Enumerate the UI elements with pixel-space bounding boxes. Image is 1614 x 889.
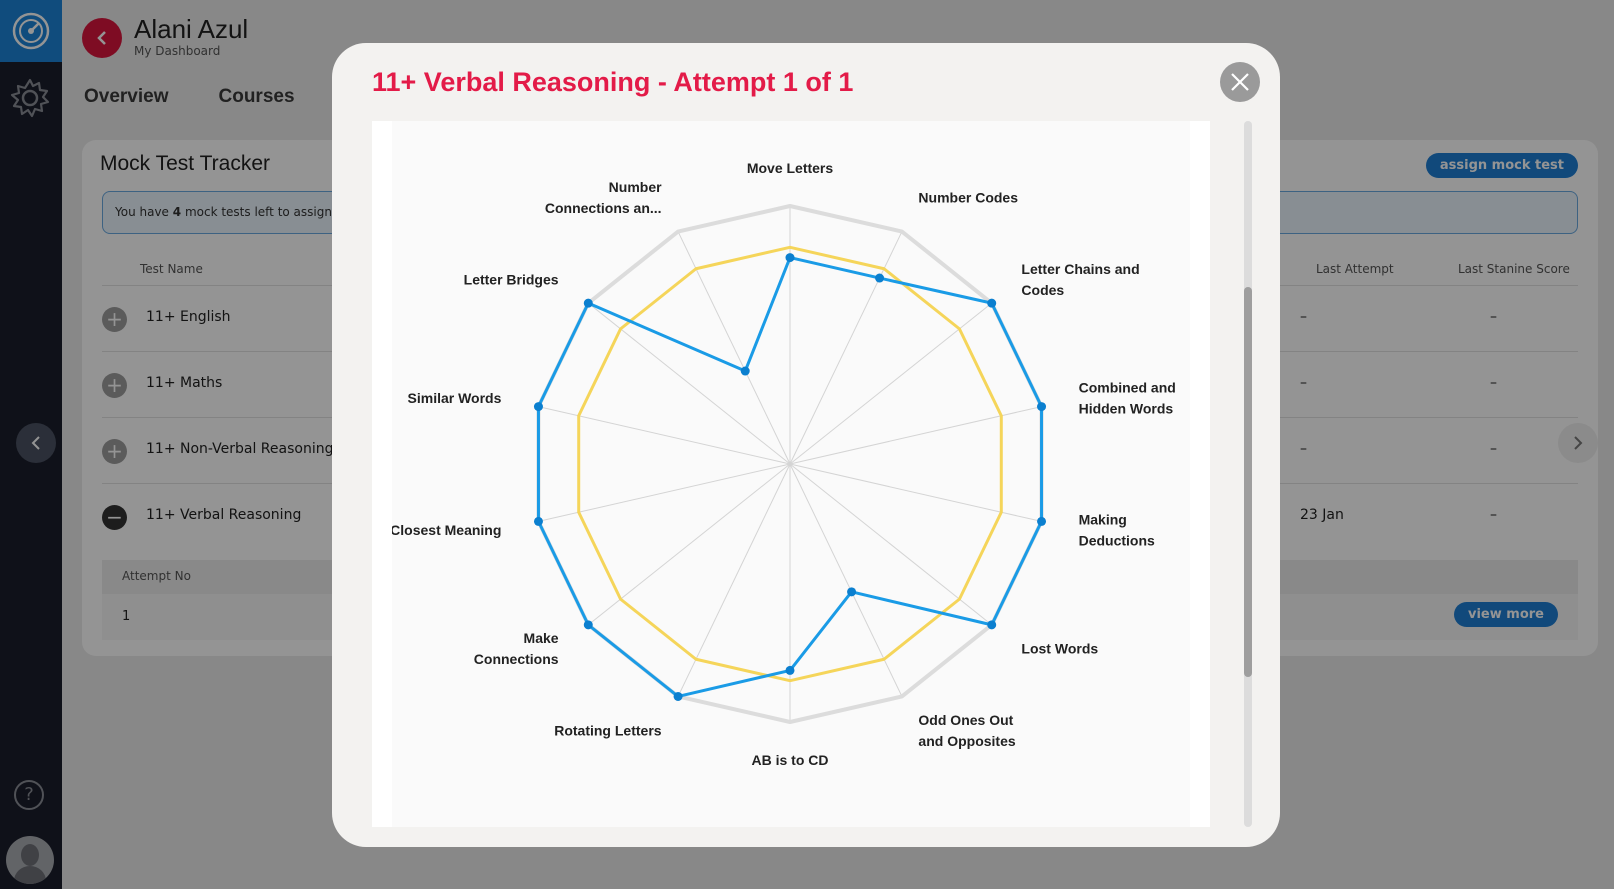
- last-attempt: –: [1300, 309, 1307, 325]
- scrollbar[interactable]: [1244, 121, 1252, 827]
- last-attempt: –: [1300, 375, 1307, 391]
- last-attempt: –: [1300, 441, 1307, 457]
- radar-category-label: Combined and: [1079, 380, 1176, 396]
- last-score: –: [1490, 441, 1497, 457]
- tab-courses[interactable]: Courses: [218, 86, 295, 107]
- tab-overview[interactable]: Overview: [84, 86, 169, 107]
- column-test-name: Test Name: [140, 262, 203, 276]
- test-name: 11+ Non-Verbal Reasoning: [146, 441, 334, 457]
- page-subtitle: My Dashboard: [134, 44, 221, 58]
- radar-category-label: Lost Words: [1021, 641, 1098, 657]
- radar-category-label: Connections an...: [545, 200, 662, 216]
- modal-title: 11+ Verbal Reasoning - Attempt 1 of 1: [372, 67, 854, 97]
- nav-next-button[interactable]: [1558, 423, 1598, 463]
- chevron-left-icon: [31, 436, 40, 450]
- test-name: 11+ Maths: [146, 375, 223, 391]
- chevron-right-icon: [1574, 436, 1583, 450]
- radar-spoke: [789, 463, 993, 626]
- test-name: 11+ English: [146, 309, 231, 325]
- last-score: –: [1490, 507, 1497, 523]
- radar-spoke: [789, 463, 903, 697]
- back-button[interactable]: [82, 18, 122, 58]
- help-icon[interactable]: ?: [14, 780, 44, 810]
- radar-category-label: Letter Bridges: [464, 271, 559, 287]
- radar-spoke: [789, 302, 993, 465]
- average-series-line: [577, 245, 1003, 683]
- attempt-data-point[interactable]: [533, 516, 543, 526]
- radar-spoke: [538, 463, 791, 522]
- collapse-icon[interactable]: −: [102, 505, 127, 530]
- radar-category-label: Codes: [1021, 282, 1064, 298]
- attempt-data-point[interactable]: [785, 665, 795, 675]
- radar-category-label: Similar Words: [408, 390, 502, 406]
- radar-category-label: Deductions: [1079, 532, 1155, 548]
- radar-spoke: [789, 463, 1042, 522]
- last-score: –: [1490, 309, 1497, 325]
- attempt-data-point[interactable]: [583, 298, 593, 308]
- chart-container: Move Letters Number Codes Letter Chains an…: [372, 121, 1210, 827]
- expand-icon[interactable]: +: [102, 307, 127, 332]
- radar-category-label: AB is to CD: [752, 752, 829, 768]
- column-last-attempt: Last Attempt: [1316, 262, 1394, 276]
- attempt-data-point[interactable]: [847, 587, 857, 597]
- user-name: Alani Azul: [134, 14, 249, 44]
- attempt-data-point[interactable]: [987, 298, 997, 308]
- attempt-data-point[interactable]: [673, 691, 683, 701]
- dashboard-icon[interactable]: [0, 0, 62, 62]
- radar-category-label: Make: [524, 630, 559, 646]
- attempt-data-point[interactable]: [1037, 516, 1047, 526]
- chevron-left-icon: [97, 31, 106, 45]
- column-last-stanine: Last Stanine Score: [1458, 262, 1570, 276]
- radar-category-label: and Opposites: [918, 733, 1015, 749]
- attempt-data-point[interactable]: [875, 273, 885, 283]
- radar-category-label: Closest Meaning: [392, 522, 501, 538]
- radar-category-label: Move Letters: [747, 160, 834, 176]
- gear-icon[interactable]: [8, 76, 52, 120]
- nav-prev-button[interactable]: [16, 423, 56, 463]
- avatar[interactable]: [6, 836, 54, 884]
- radar-category-label: Rotating Letters: [554, 723, 662, 739]
- radar-category-label: Making: [1079, 511, 1127, 527]
- radar-category-label: Odd Ones Out: [918, 712, 1013, 728]
- attempt-data-point[interactable]: [740, 366, 750, 376]
- attempt-data-point[interactable]: [785, 253, 795, 263]
- radar-category-label: Number Codes: [918, 189, 1018, 205]
- panel-title: Mock Test Tracker: [100, 152, 270, 175]
- radar-category-label: Letter Chains and: [1021, 261, 1139, 277]
- radar-category-label: Hidden Words: [1079, 401, 1174, 417]
- assign-mock-test-button[interactable]: assign mock test: [1425, 153, 1578, 178]
- radar-spoke: [677, 231, 791, 465]
- radar-spoke: [789, 231, 903, 465]
- close-button[interactable]: [1220, 62, 1260, 102]
- view-more-button[interactable]: view more: [1454, 602, 1558, 627]
- attempt-no: 1: [122, 609, 131, 624]
- attempt-data-point[interactable]: [987, 620, 997, 630]
- radar-spoke: [677, 463, 791, 697]
- radar-spoke: [587, 463, 791, 626]
- attempt-data-point[interactable]: [533, 402, 543, 412]
- scrollbar-thumb[interactable]: [1244, 287, 1252, 677]
- expand-icon[interactable]: +: [102, 439, 127, 464]
- attempt-data-point[interactable]: [583, 620, 593, 630]
- tab-bar: Overview Courses: [84, 86, 295, 108]
- close-icon: [1231, 73, 1249, 91]
- test-name: 11+ Verbal Reasoning: [146, 507, 302, 523]
- radar-spoke: [789, 406, 1042, 465]
- expand-icon[interactable]: +: [102, 373, 127, 398]
- radar-category-label: Connections: [474, 651, 559, 667]
- radar-spoke: [538, 406, 791, 465]
- last-score: –: [1490, 375, 1497, 391]
- radar-spoke: [587, 302, 791, 465]
- last-attempt: 23 Jan: [1300, 507, 1344, 523]
- attempt-data-point[interactable]: [1037, 402, 1047, 412]
- results-modal: 11+ Verbal Reasoning - Attempt 1 of 1 Mo…: [332, 43, 1280, 847]
- radar-category-label: Number: [609, 179, 662, 195]
- notice-count: 4: [172, 205, 182, 219]
- radar-chart: Move Letters Number Codes Letter Chains an…: [390, 160, 1176, 768]
